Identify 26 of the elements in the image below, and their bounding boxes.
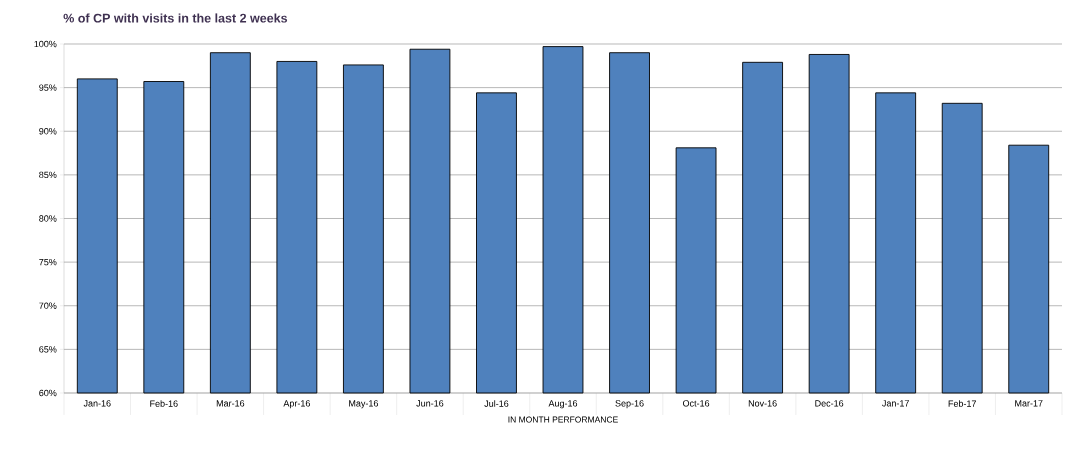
y-tick-label: 95% [39,84,57,91]
x-tick-label: Dec-16 [815,400,844,407]
y-tick-label: 85% [39,171,57,179]
y-tick-label: 80% [39,215,57,222]
x-tick-label: Nov-16 [748,400,777,407]
x-tick-label: Aug-16 [548,400,578,409]
y-tick-label: 100% [34,40,57,48]
y-tick-label: 60% [39,389,57,397]
x-tick-label: Feb-17 [948,400,976,407]
x-tick-label: Apr-16 [283,400,310,409]
y-tick-label: 75% [39,258,57,266]
x-tick-label: May-16 [349,400,379,409]
x-tick-label: Mar-17 [1015,400,1043,407]
x-tick-label: Jan-17 [882,400,909,407]
x-tick-label: Mar-16 [216,400,245,407]
x-tick-label: Jul-16 [484,400,509,407]
y-tick-label: 90% [39,128,57,135]
chart-title: % of CP with visits in the last 2 weeks [63,13,288,23]
x-tick-label: Feb-16 [150,400,178,407]
y-tick-label: 70% [39,302,57,309]
x-tick-label: Sep-16 [615,400,644,409]
y-tick-label: 65% [39,346,57,353]
x-tick-label: Jun-16 [416,400,444,407]
x-tick-label: Oct-16 [682,400,710,407]
x-axis-title: IN MONTH PERFORMANCE [508,416,618,423]
x-tick-label: Jan-16 [83,400,111,407]
